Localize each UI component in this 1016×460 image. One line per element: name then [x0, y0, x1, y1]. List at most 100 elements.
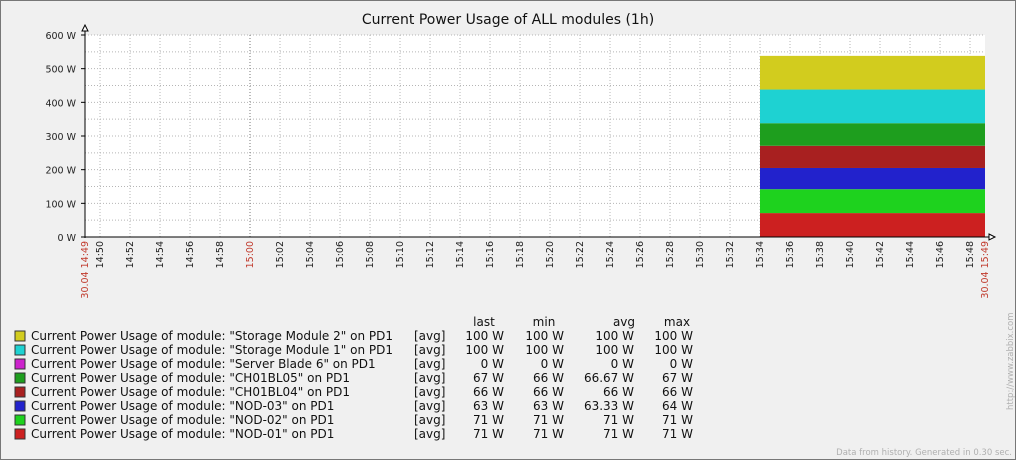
legend-func: [avg] — [414, 329, 445, 343]
legend-swatch — [14, 372, 26, 384]
legend-max: 64 W — [662, 399, 693, 413]
stacked-areas — [760, 55, 985, 237]
x-tick-label: 14:56 — [185, 241, 196, 268]
legend-min: 71 W — [533, 427, 564, 441]
x-tick-label: 15:20 — [545, 241, 556, 268]
x-tick-label: 15:08 — [365, 241, 376, 268]
legend-header: last — [473, 315, 495, 329]
series-area — [760, 145, 985, 168]
y-tick-label: 600 W — [45, 31, 76, 42]
legend-last: 71 W — [473, 427, 504, 441]
x-tick-label: 15:00 — [245, 241, 256, 268]
y-tick-label: 100 W — [45, 199, 76, 210]
legend-avg: 71 W — [603, 413, 634, 427]
x-tick-label: 15:42 — [875, 241, 886, 268]
legend-last: 0 W — [481, 357, 504, 371]
y-tick-label: 400 W — [45, 98, 76, 109]
legend-swatch — [14, 400, 26, 412]
legend-last: 100 W — [465, 343, 504, 357]
legend-header: avg — [613, 315, 635, 329]
x-tick-label: 15:36 — [785, 241, 796, 268]
legend-max: 66 W — [662, 385, 693, 399]
x-tick-label: 14:54 — [155, 241, 166, 268]
x-tick-label: 15:34 — [755, 241, 766, 268]
legend-last: 66 W — [473, 385, 504, 399]
footer-note: Data from history. Generated in 0.30 sec… — [836, 448, 1012, 458]
legend-series-name: Current Power Usage of module: "Storage … — [31, 329, 393, 343]
legend-last: 67 W — [473, 371, 504, 385]
x-tick-label: 14:58 — [215, 241, 226, 268]
x-tick-label: 15:32 — [725, 241, 736, 268]
legend-func: [avg] — [414, 371, 445, 385]
x-tick-label: 15:24 — [605, 241, 616, 268]
series-area — [760, 89, 985, 124]
legend-min: 71 W — [533, 413, 564, 427]
legend-avg: 100 W — [595, 329, 634, 343]
legend-func: [avg] — [414, 343, 445, 357]
legend-swatch — [14, 330, 26, 342]
y-tick-label: 300 W — [45, 132, 76, 143]
x-tick-label: 15:48 — [965, 241, 976, 268]
legend-max: 0 W — [670, 357, 693, 371]
chart-title: Current Power Usage of ALL modules (1h) — [362, 12, 654, 28]
x-tick-label: 15:38 — [815, 241, 826, 268]
legend-swatch — [14, 344, 26, 356]
y-axis-arrow — [81, 23, 89, 32]
legend-min: 66 W — [533, 371, 564, 385]
legend-min: 63 W — [533, 399, 564, 413]
legend-last: 100 W — [465, 329, 504, 343]
legend-max: 67 W — [662, 371, 693, 385]
x-tick-label: 14:50 — [95, 241, 106, 268]
y-tick-label: 500 W — [45, 65, 76, 76]
legend-header: min — [533, 315, 556, 329]
legend-swatch — [14, 414, 26, 426]
legend-avg: 100 W — [595, 343, 634, 357]
legend-min: 0 W — [541, 357, 564, 371]
legend-func: [avg] — [414, 385, 445, 399]
y-tick-label: 200 W — [45, 166, 76, 177]
x-tick-label: 15:12 — [425, 241, 436, 268]
legend-avg: 71 W — [603, 427, 634, 441]
legend-last: 71 W — [473, 413, 504, 427]
legend-series-name: Current Power Usage of module: "NOD-01" … — [31, 427, 334, 441]
series-area — [760, 55, 985, 90]
x-tick-labels: 14:50 14:52 14:54 14:56 14:58 15:00 15:02 15:04… — [80, 241, 991, 299]
series-area — [760, 189, 985, 214]
legend-func: [avg] — [414, 357, 445, 371]
legend-avg: 66.67 W — [584, 371, 634, 385]
legend-max: 71 W — [662, 427, 693, 441]
legend-max: 71 W — [662, 413, 693, 427]
x-axis-arrow — [988, 233, 997, 241]
side-watermark: http://www.zabbix.com — [1006, 312, 1016, 410]
legend-max: 100 W — [654, 343, 693, 357]
legend-min: 100 W — [525, 343, 564, 357]
legend-swatch — [14, 358, 26, 370]
legend: last min avg max Current Power Usage of modu… — [14, 315, 693, 441]
x-tick-label: 15:14 — [455, 241, 466, 268]
y-tick-labels: 0 W 100 W 200 W 300 W 400 W 500 W 600 W — [45, 31, 85, 244]
y-tick-label: 0 W — [58, 233, 77, 244]
legend-series-name: Current Power Usage of module: "Storage … — [31, 343, 393, 357]
x-tick-label: 15:06 — [335, 241, 346, 268]
x-tick-label: 15:44 — [905, 241, 916, 268]
legend-func: [avg] — [414, 413, 445, 427]
x-tick-label: 15:02 — [275, 241, 286, 268]
legend-last: 63 W — [473, 399, 504, 413]
legend-max: 100 W — [654, 329, 693, 343]
x-tick-label: 15:18 — [515, 241, 526, 268]
x-tick-label: 15:22 — [575, 241, 586, 268]
legend-header: max — [664, 315, 690, 329]
x-tick-label: 15:26 — [635, 241, 646, 268]
x-tick-label: 15:40 — [845, 241, 856, 268]
legend-swatch — [14, 386, 26, 398]
legend-func: [avg] — [414, 399, 445, 413]
x-tick-label: 15:16 — [485, 241, 496, 268]
x-tick-label: 14:52 — [125, 241, 136, 268]
x-tick-label: 15:04 — [305, 241, 316, 268]
x-tick-label: 15:28 — [665, 241, 676, 268]
legend-swatch — [14, 428, 26, 440]
x-start-label: 30.04 14:49 — [80, 241, 91, 299]
x-tick-label: 15:30 — [695, 241, 706, 268]
legend-series-name: Current Power Usage of module: "Server B… — [31, 357, 376, 371]
